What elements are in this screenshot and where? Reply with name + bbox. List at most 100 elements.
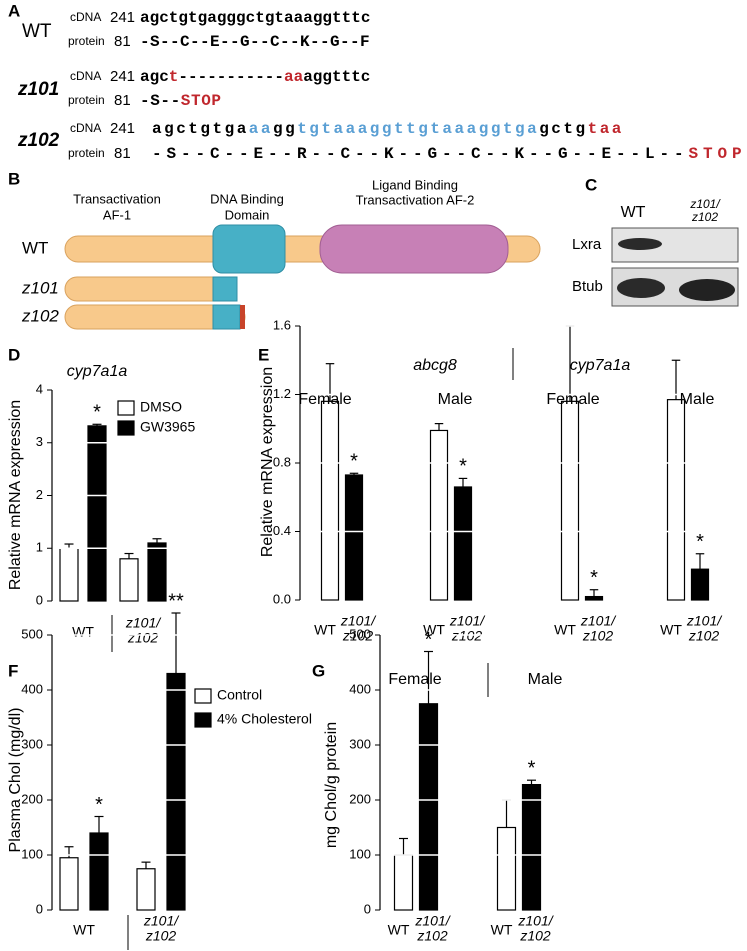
x-tick-label: z102 (688, 628, 720, 644)
protein-sequence: -S-- (140, 92, 181, 110)
z101-dna-domain (212, 276, 238, 302)
x-tick-label: z101/ (686, 613, 723, 629)
domain-label: Ligand Binding (372, 177, 458, 192)
y-tick-label: 3 (36, 434, 43, 449)
y-axis-label: Relative mRNA expression (259, 367, 276, 557)
bar (119, 558, 139, 602)
row-label: protein (68, 93, 105, 107)
lane-label: z102 (691, 210, 718, 224)
ligand-binding-domain (319, 224, 509, 274)
y-tick-label: 100 (21, 846, 43, 861)
bar (666, 399, 686, 601)
lane-label: WT (621, 204, 646, 221)
band (617, 278, 665, 298)
panel-letter: G (312, 661, 325, 680)
cdna-sequence: agc (140, 68, 169, 86)
y-tick-label: 1.2 (273, 386, 291, 401)
row-number: 241 (110, 9, 135, 26)
row-number: 241 (110, 68, 135, 85)
bar (87, 425, 107, 602)
protein-label: Lxra (572, 236, 602, 253)
row-label: cDNA (70, 121, 101, 135)
panel-letter: B (8, 169, 20, 188)
row-number: 81 (114, 145, 131, 162)
x-tick-label: WT (491, 922, 513, 938)
y-tick-label: 400 (21, 681, 43, 696)
x-tick-label: WT (388, 922, 410, 938)
x-tick-label: z102 (127, 630, 159, 646)
domain-label: DNA Binding (210, 191, 284, 206)
gene-header: abcg8 (413, 357, 457, 374)
row-label: cDNA (70, 69, 101, 83)
x-tick-label: z101/ (125, 615, 162, 631)
bar (496, 826, 517, 911)
panel-letter: C (585, 175, 597, 194)
y-tick-label: 300 (349, 736, 371, 751)
legend-swatch (117, 400, 135, 416)
cdna-sequence: aa (249, 120, 273, 138)
domain-label: AF-1 (103, 207, 131, 222)
x-tick-label: z102 (519, 928, 551, 944)
panel-letter: E (258, 345, 269, 364)
x-tick-label: z101/ (580, 613, 617, 629)
y-tick-label: 400 (349, 681, 371, 696)
row-label: cDNA (70, 10, 101, 24)
y-tick-label: 4 (36, 381, 43, 396)
y-tick-label: 200 (349, 791, 371, 806)
significance: * (350, 451, 358, 473)
bar (59, 857, 79, 911)
significance: * (95, 794, 103, 816)
domain-label: Transactivation AF-2 (356, 192, 475, 207)
category-label: Male (438, 391, 473, 408)
cdna-sequence: gctg (539, 120, 587, 138)
row-number: 81 (114, 92, 131, 109)
significance: * (425, 629, 433, 651)
row-number: 241 (110, 120, 135, 137)
bar (320, 400, 340, 601)
protein-sequence: STOP (181, 92, 222, 110)
significance: * (93, 402, 101, 424)
panel-letter: F (8, 661, 18, 680)
cdna-sequence: agctgtgagggctgtaaaggtttc (140, 9, 370, 27)
bar (136, 868, 156, 911)
x-tick-label: z101/ (143, 913, 180, 929)
bar (584, 595, 604, 601)
bar (166, 672, 186, 911)
genotype-label: z101 (17, 79, 59, 100)
y-axis-label: Relative mRNA expression (7, 400, 24, 590)
category-label: Male (680, 391, 715, 408)
cdna-sequence: tgtaaaggttgtaaaggtga (297, 120, 539, 138)
significance: * (528, 757, 536, 779)
gene-header: cyp7a1a (570, 357, 631, 374)
category-label: Female (388, 671, 441, 688)
x-tick-label: z101/ (449, 613, 486, 629)
y-tick-label: 1.6 (273, 317, 291, 332)
legend-swatch (194, 688, 212, 704)
cdna-sequence: agctgtga (152, 120, 249, 138)
bar (560, 400, 580, 601)
domain-label: Domain (225, 207, 270, 222)
y-tick-label: 500 (21, 626, 43, 641)
bar (453, 486, 473, 601)
y-tick-label: 0.4 (273, 523, 291, 538)
bar (521, 783, 542, 911)
bar (89, 832, 109, 911)
row-label: protein (68, 146, 105, 160)
x-tick-label: WT (554, 622, 576, 638)
x-tick-label: WT (314, 622, 336, 638)
y-tick-label: 0 (36, 592, 43, 607)
cdna-sequence: aa (284, 68, 304, 86)
x-tick-label: WT (660, 622, 682, 638)
legend-label: 4% Cholesterol (217, 711, 312, 727)
row-number: 81 (114, 33, 131, 50)
bar (429, 429, 449, 601)
y-tick-label: 100 (349, 846, 371, 861)
x-tick-label: z102 (582, 628, 614, 644)
bar (393, 854, 414, 911)
band (618, 238, 662, 250)
cdna-sequence: t (169, 68, 179, 86)
x-tick-label: WT (73, 922, 95, 938)
y-tick-label: 0.8 (273, 454, 291, 469)
bar (418, 703, 439, 911)
construct-label: WT (22, 238, 48, 257)
